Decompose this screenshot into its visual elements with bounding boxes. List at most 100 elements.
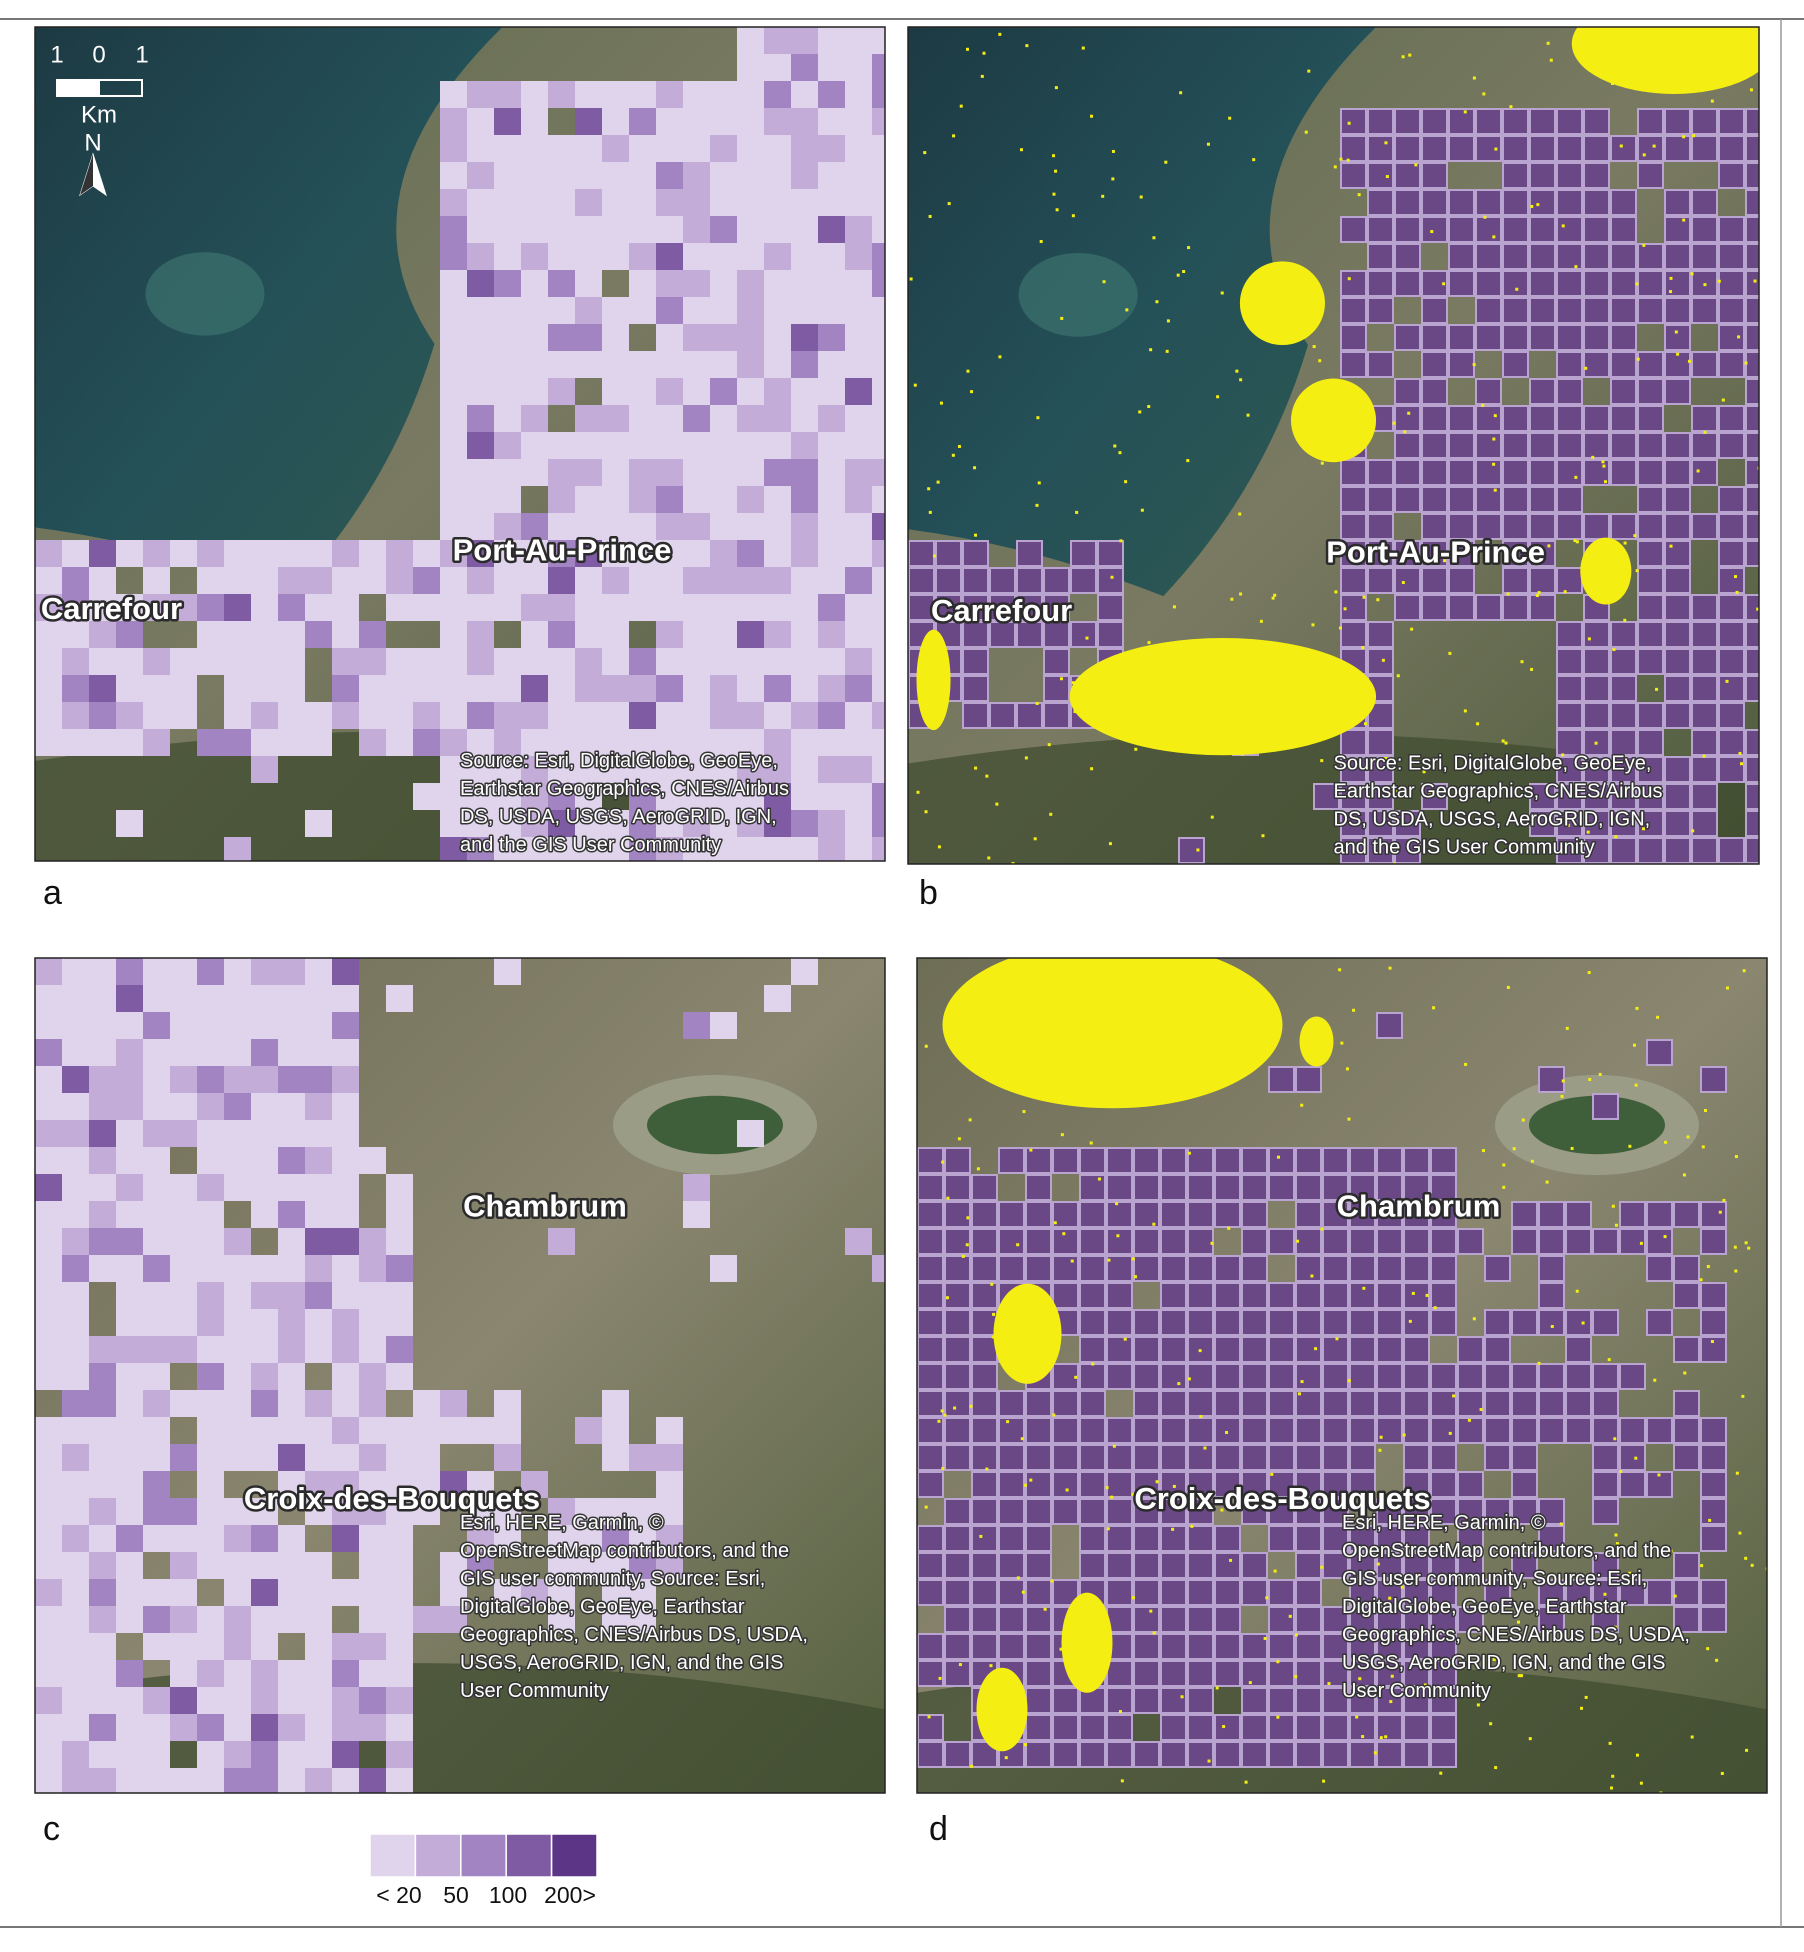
- grid-cell: [1448, 351, 1475, 378]
- grid-cell: [1079, 1444, 1106, 1471]
- yellow-speck: [1164, 160, 1168, 164]
- yellow-speck: [1089, 1083, 1093, 1087]
- grid-cell: [1556, 729, 1583, 756]
- grid-cell: [1700, 1606, 1727, 1633]
- grid-cell: [1529, 513, 1556, 540]
- grid-cell: [413, 1498, 440, 1525]
- grid-cell: [305, 1633, 332, 1660]
- grid-cell: [251, 1498, 278, 1525]
- grid-cell: [467, 378, 494, 405]
- attribution: and the GIS User Community: [460, 834, 721, 856]
- yellow-speck: [1036, 416, 1040, 420]
- yellow-speck: [1074, 1375, 1078, 1379]
- grid-cell: [1025, 1255, 1052, 1282]
- grid-cell: [1583, 648, 1610, 675]
- grid-cell: [1637, 270, 1664, 297]
- grid-cell: [1394, 540, 1421, 567]
- attribution: Esri, HERE, Garmin, ©: [1342, 1512, 1546, 1534]
- grid-cell: [629, 837, 656, 861]
- grid-cell: [1376, 1660, 1403, 1687]
- grid-cell: [1691, 729, 1718, 756]
- grid-cell: [1610, 513, 1637, 540]
- yellow-speck: [1361, 646, 1365, 650]
- grid-cell: [467, 1552, 494, 1579]
- grid-cell: [1565, 1363, 1592, 1390]
- yellow-speck: [1430, 230, 1434, 234]
- grid-cell: [1187, 1552, 1214, 1579]
- yellow-speck: [1187, 1151, 1191, 1155]
- yellow-speck: [1614, 1533, 1618, 1537]
- grid-cell: [1106, 1417, 1133, 1444]
- yellow-speck: [941, 1160, 945, 1164]
- grid-cell: [1430, 1363, 1457, 1390]
- attribution: User Community: [460, 1680, 609, 1702]
- yellow-speck: [1206, 142, 1210, 146]
- grid-cell: [197, 1255, 224, 1282]
- grid-cell: [251, 958, 278, 985]
- grid-cell: [251, 1255, 278, 1282]
- grid-cell: [737, 756, 764, 783]
- yellow-speck: [1634, 1083, 1638, 1087]
- grid-cell: [548, 243, 575, 270]
- grid-cell: [278, 1201, 305, 1228]
- grid-cell: [89, 1633, 116, 1660]
- grid-cell: [548, 621, 575, 648]
- panel-frame: [34, 26, 886, 862]
- grid-cell: [521, 81, 548, 108]
- grid-cell: [89, 567, 116, 594]
- grid-cell: [197, 1120, 224, 1147]
- yellow-speck: [1392, 421, 1396, 425]
- grid-cell: [494, 108, 521, 135]
- yellow-speck: [1669, 1549, 1673, 1553]
- grid-cell: [818, 324, 845, 351]
- grid-cell: [521, 810, 548, 837]
- grid-cell: [1106, 1687, 1133, 1714]
- yellow-speck: [968, 1118, 972, 1122]
- grid-cell: [998, 1498, 1025, 1525]
- grid-cell: [332, 1093, 359, 1120]
- grid-cell: [278, 1174, 305, 1201]
- grid-cell: [1268, 1444, 1295, 1471]
- yellow-speck: [1029, 1478, 1033, 1482]
- yellow-speck: [1115, 1202, 1119, 1206]
- grid-cell: [944, 1444, 971, 1471]
- yellow-speck: [1744, 1241, 1748, 1245]
- yellow-speck: [1113, 444, 1117, 448]
- yellow-speck: [1013, 982, 1017, 986]
- yellow-speck: [1379, 1736, 1383, 1740]
- yellow-speck: [1750, 1563, 1754, 1567]
- grid-cell: [1592, 1309, 1619, 1336]
- grid-cell: [386, 1201, 413, 1228]
- grid-cell: [386, 1282, 413, 1309]
- grid-cell: [224, 1579, 251, 1606]
- grid-cell: [1295, 1444, 1322, 1471]
- grid-cell: [35, 1687, 62, 1714]
- grid-cell: [1592, 1606, 1619, 1633]
- grid-cell: [989, 567, 1016, 594]
- grid-cell: [332, 1282, 359, 1309]
- grid-cell: [1241, 1552, 1268, 1579]
- grid-cell: [143, 1039, 170, 1066]
- grid-cell: [656, 351, 683, 378]
- yellow-speck: [909, 277, 913, 281]
- grid-cell: [1583, 135, 1610, 162]
- yellow-speck: [1261, 834, 1265, 838]
- grid-cell: [1322, 1714, 1349, 1741]
- grid-cell: [386, 1687, 413, 1714]
- yellow-footprint: [1239, 261, 1325, 346]
- yellow-speck: [961, 1254, 965, 1258]
- grid-cell: [1268, 1174, 1295, 1201]
- grid-cell: [305, 1687, 332, 1714]
- yellow-speck: [1408, 1319, 1412, 1323]
- grid-cell: [1592, 1444, 1619, 1471]
- yellow-speck: [1510, 1553, 1514, 1557]
- grid-cell: [467, 1525, 494, 1552]
- grid-cell: [440, 648, 467, 675]
- yellow-speck: [1753, 40, 1757, 44]
- grid-cell: [116, 810, 143, 837]
- grid-cell: [278, 1255, 305, 1282]
- yellow-speck: [952, 134, 956, 138]
- grid-cell: [791, 216, 818, 243]
- grid-cell: [1646, 1309, 1673, 1336]
- yellow-speck: [1379, 1435, 1383, 1439]
